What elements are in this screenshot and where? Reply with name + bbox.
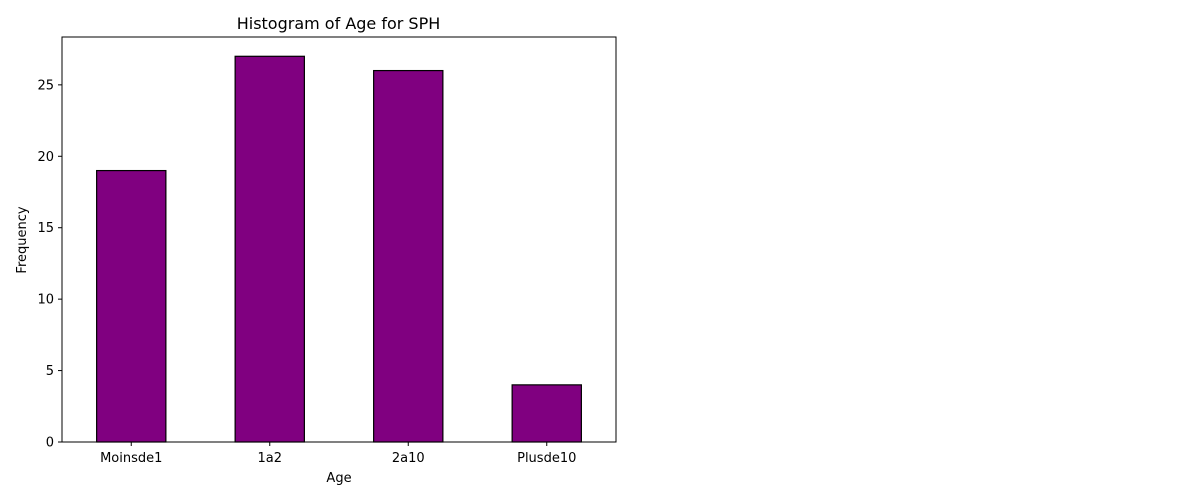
y-axis: 0 5 10 15 20 25 xyxy=(37,78,62,451)
y-tick-label: 25 xyxy=(37,78,54,93)
bar-1a2 xyxy=(234,55,305,443)
x-tick-label: Moinsde1 xyxy=(100,451,162,466)
x-tick-label: 1a2 xyxy=(257,451,282,466)
x-tick-label: Plusde10 xyxy=(517,451,576,466)
y-axis-label: Frequency xyxy=(15,206,30,273)
x-tick-label: 2a10 xyxy=(392,451,425,466)
plot-area-frame xyxy=(61,36,617,443)
y-tick-label: 15 xyxy=(37,221,54,236)
bar-Moinsde1 xyxy=(96,169,167,443)
x-axis-label: Age xyxy=(326,471,351,486)
y-tick-label: 0 xyxy=(46,436,54,451)
bar-2a10 xyxy=(373,69,444,443)
chart-title: Histogram of Age for SPH xyxy=(237,14,441,33)
y-tick-label: 5 xyxy=(46,364,54,379)
bar-Plusde10 xyxy=(511,384,582,443)
y-tick-label: 20 xyxy=(37,150,54,165)
y-tick-label: 10 xyxy=(37,293,54,308)
x-axis: Moinsde1 1a2 2a10 Plusde10 xyxy=(100,442,576,466)
bars-group xyxy=(96,55,582,443)
